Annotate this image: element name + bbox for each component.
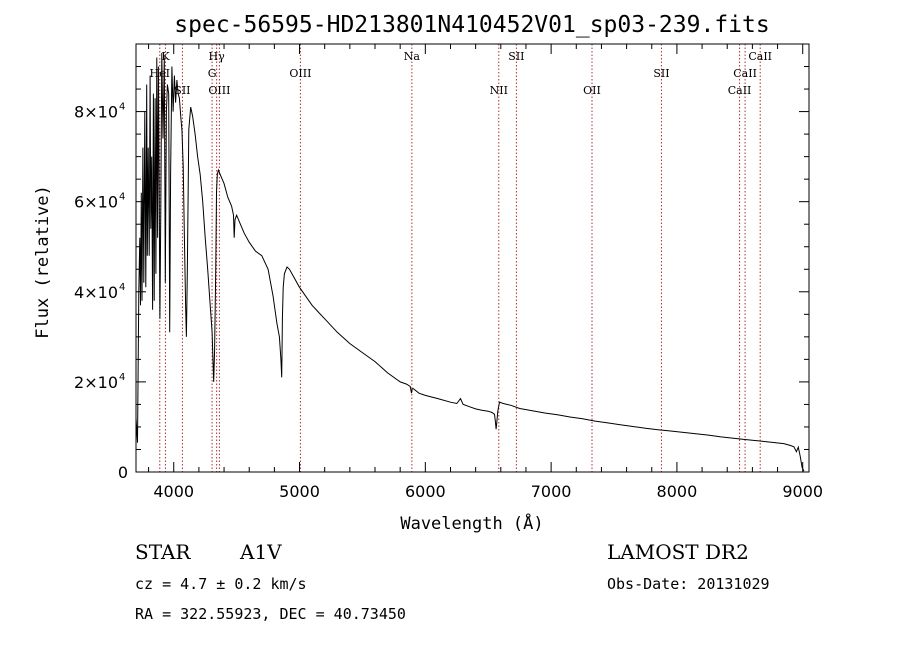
y-tick-label: 0 [118, 463, 128, 482]
chart-title: spec-56595-HD213801N410452V01_sp03-239.f… [174, 12, 769, 38]
y-axis-label: Flux (relative) [33, 185, 53, 339]
spectral-line-label: SII [508, 50, 524, 63]
plot-frame [135, 43, 810, 473]
y-tick-label: 8×10 [74, 103, 118, 122]
y-tick-label: 2×10 [74, 373, 118, 392]
spectral-line-label: SII [653, 67, 669, 80]
observation-date: Obs-Date: 20131029 [607, 575, 770, 593]
x-tick-label: 5000 [279, 482, 320, 501]
y-tick-exponent: 4 [119, 192, 125, 203]
y-axis: 02×10 44×10 46×10 48×10 4 [74, 66, 809, 482]
x-tick-label: 9000 [782, 482, 823, 501]
y-tick-exponent: 4 [119, 102, 125, 113]
spectral-line-label: OII [583, 84, 601, 97]
survey-name: LAMOST DR2 [607, 540, 749, 564]
x-axis: 4000 5000 6000 7000 8000 9000 [148, 44, 823, 501]
spectral-line-label: CaII [733, 67, 757, 80]
y-tick-exponent: 4 [119, 282, 125, 293]
spectral-line-label: K [161, 50, 170, 63]
spectral-line-label: Na [404, 50, 421, 63]
x-tick-label: 6000 [405, 482, 446, 501]
spectral-line-label: G [208, 67, 217, 80]
x-tick-label: 7000 [531, 482, 572, 501]
y-tick-exponent: 4 [119, 372, 125, 383]
y-tick-label: 6×10 [74, 193, 118, 212]
x-axis-label: Wavelength (Å) [400, 512, 543, 534]
spectral-line-label: CaII [728, 84, 752, 97]
x-tick-label: 4000 [153, 482, 194, 501]
object-type: STAR [135, 540, 191, 564]
spectral-subclass: A1V [239, 540, 282, 564]
spectrum-series-line [135, 52, 805, 472]
redshift-cz: cz = 4.7 ± 0.2 km/s [135, 575, 307, 593]
x-tick-label: 8000 [657, 482, 698, 501]
spectral-line-label: HeI [150, 67, 170, 80]
spectral-line-label: OIII [289, 67, 311, 80]
y-tick-label: 4×10 [74, 283, 118, 302]
spectral-line-label: Hγ [209, 50, 226, 63]
spectral-line-label: OIII [208, 84, 230, 97]
ra-dec-coordinates: RA = 322.55923, DEC = 40.73450 [135, 605, 406, 623]
spectral-line-label: CaII [748, 50, 772, 63]
spectral-line-label: NII [490, 84, 508, 97]
